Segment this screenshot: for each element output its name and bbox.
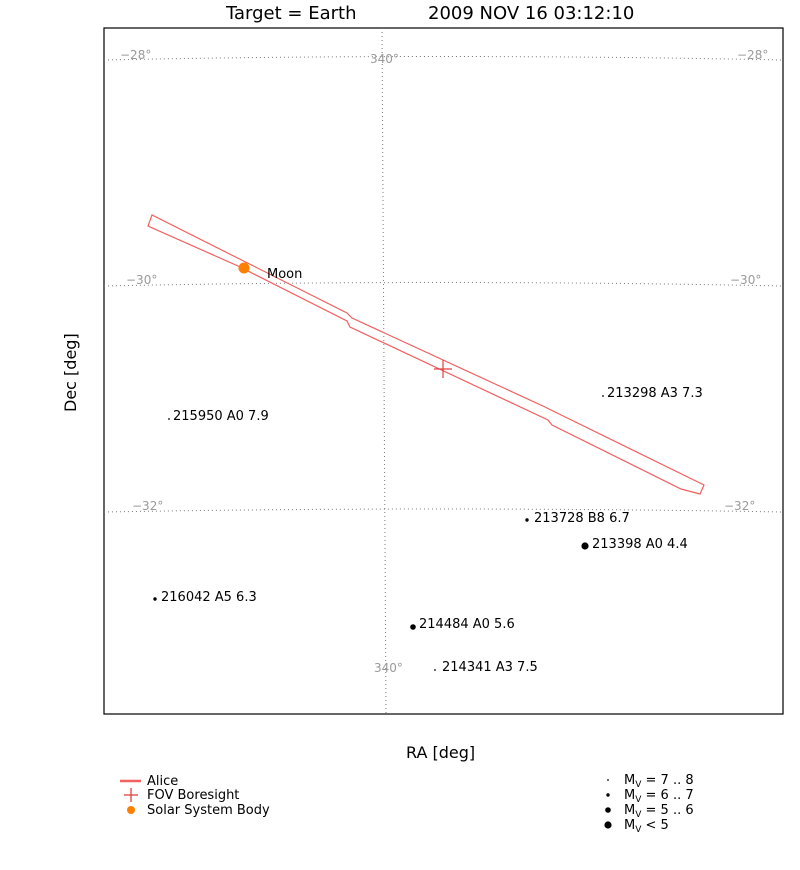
grid-line-dec-minus30 bbox=[103, 282, 784, 287]
grid-label-dec-minus28-right: −28° bbox=[737, 48, 768, 62]
plot-title-target: Target = Earth bbox=[225, 3, 356, 24]
star-label-214341: 214341 A3 7.5 bbox=[442, 660, 538, 675]
legend-boresight-swatch bbox=[124, 788, 138, 802]
legend-mag-5-6-swatch bbox=[605, 807, 611, 813]
plot-title-datetime: 2009 NOV 16 03:12:10 bbox=[428, 3, 634, 24]
star-marker-213728 bbox=[525, 518, 529, 522]
star-marker-215950 bbox=[168, 418, 170, 420]
star-213728: 213728 B8 6.7 bbox=[525, 511, 630, 526]
legend-mag-6-7-swatch bbox=[606, 793, 610, 797]
star-216042: 216042 A5 6.3 bbox=[153, 590, 257, 605]
star-label-215950: 215950 A0 7.9 bbox=[173, 409, 269, 424]
legend-mag-6-7-label: MV = 6 .. 7 bbox=[624, 788, 694, 805]
star-marker-214341 bbox=[434, 669, 436, 671]
legend-solar-body-swatch bbox=[127, 806, 135, 814]
legend-solar-body-label: Solar System Body bbox=[147, 803, 270, 818]
grid-label-dec-minus32-right: −32° bbox=[724, 499, 755, 513]
legend-alice-label: Alice bbox=[147, 774, 178, 789]
star-label-214484: 214484 A0 5.6 bbox=[419, 617, 515, 632]
star-label-216042: 216042 A5 6.3 bbox=[161, 590, 257, 605]
legend-symbols: Alice FOV Boresight Solar System Body bbox=[120, 774, 270, 818]
y-axis-label: Dec [deg] bbox=[61, 333, 80, 412]
legend-mag-5-6-label: MV = 5 .. 6 bbox=[624, 803, 694, 820]
grid-label-dec-minus28-left: −28° bbox=[120, 48, 151, 62]
grid-label-dec-minus30-right: −30° bbox=[730, 273, 761, 287]
moon-marker bbox=[238, 262, 250, 274]
grid-label-dec-minus30-left: −30° bbox=[126, 273, 157, 287]
moon-label: Moon bbox=[267, 267, 302, 282]
legend-boresight-label: FOV Boresight bbox=[147, 788, 239, 803]
grid-line-dec-minus32 bbox=[103, 508, 784, 513]
star-marker-213298 bbox=[602, 395, 604, 397]
alice-slit-footprint bbox=[147, 214, 705, 495]
legend-mag-7-8-label: MV = 7 .. 8 bbox=[624, 773, 694, 790]
legend-magnitudes: MV = 7 .. 8 MV = 6 .. 7 MV = 5 .. 6 MV <… bbox=[604, 773, 694, 835]
plot-frame bbox=[103, 27, 784, 715]
legend-mag-7-8-swatch bbox=[607, 779, 609, 781]
fov-boresight-marker bbox=[434, 360, 452, 378]
star-label-213728: 213728 B8 6.7 bbox=[534, 511, 630, 526]
star-213298: 213298 A3 7.3 bbox=[602, 386, 703, 401]
star-marker-216042 bbox=[153, 597, 157, 601]
grid-label-ra-340-bottom: 340° bbox=[374, 661, 403, 675]
legend-mag-lt5-label: MV < 5 bbox=[624, 818, 669, 835]
legend-mag-lt5-swatch bbox=[604, 821, 612, 829]
star-214341: 214341 A3 7.5 bbox=[434, 660, 538, 675]
grid-line-dec-minus28 bbox=[103, 56, 784, 61]
star-215950: 215950 A0 7.9 bbox=[168, 409, 269, 424]
x-axis-label: RA [deg] bbox=[406, 743, 475, 762]
star-marker-213398 bbox=[581, 542, 589, 550]
grid-label-dec-minus32-left: −32° bbox=[132, 499, 163, 513]
star-label-213398: 213398 A0 4.4 bbox=[592, 537, 688, 552]
star-marker-214484 bbox=[410, 624, 416, 630]
star-213398: 213398 A0 4.4 bbox=[581, 537, 688, 552]
star-label-213298: 213298 A3 7.3 bbox=[607, 386, 703, 401]
star-214484: 214484 A0 5.6 bbox=[410, 617, 515, 632]
grid-label-ra-340-top: 340° bbox=[370, 52, 399, 66]
grid-line-ra-340 bbox=[381, 27, 387, 715]
